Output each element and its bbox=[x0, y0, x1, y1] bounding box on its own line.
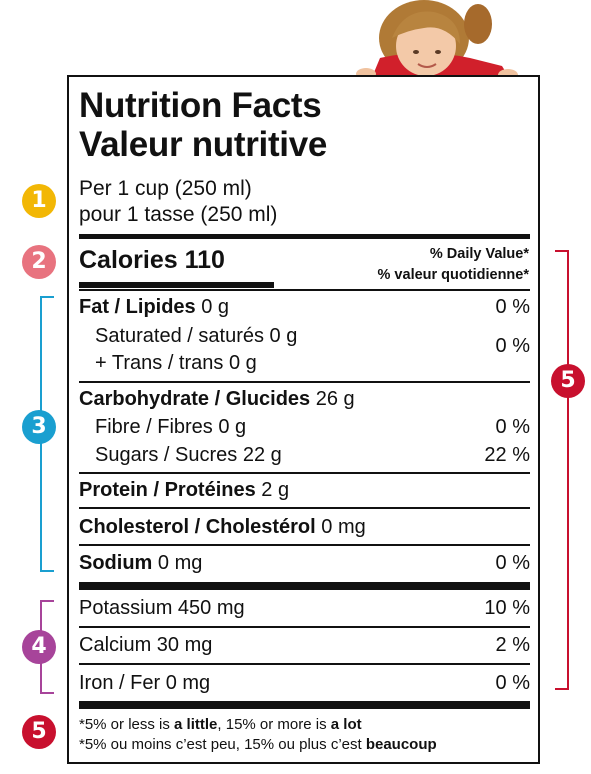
calcium-row: Calcium 30 mg bbox=[79, 634, 213, 656]
footnote: *5% or less is a little, 15% or more is … bbox=[79, 715, 437, 755]
serving-french: pour 1 tasse (250 ml) bbox=[79, 203, 278, 226]
divider bbox=[79, 381, 530, 383]
cholesterol-label: Cholesterol / Cholestérol bbox=[79, 516, 316, 538]
title-french: Valeur nutritive bbox=[79, 125, 328, 164]
divider bbox=[79, 472, 530, 474]
child-illustration bbox=[356, 0, 518, 82]
sodium-row: Sodium 0 mg bbox=[79, 552, 530, 575]
saturated-trans-percent: 0 % bbox=[495, 335, 530, 357]
divider bbox=[79, 663, 530, 665]
carbohydrate-amount: 26 g bbox=[315, 388, 355, 410]
serving-english: Per 1 cup (250 ml) bbox=[79, 177, 252, 200]
divider bbox=[79, 507, 530, 509]
calories-label: Calories bbox=[79, 246, 178, 274]
calories-line: Calories 110 bbox=[79, 246, 225, 275]
callout-badge-2: 2 bbox=[22, 245, 56, 279]
cholesterol-row: Cholesterol / Cholestérol 0 mg bbox=[79, 516, 530, 539]
potassium-percent: 10 % bbox=[484, 597, 530, 619]
carbohydrate-row: Carbohydrate / Glucides 26 g bbox=[79, 388, 530, 411]
protein-label: Protein / Protéines bbox=[79, 479, 256, 501]
label-title: Nutrition Facts Valeur nutritive bbox=[79, 86, 327, 164]
footnote-emphasis: a little bbox=[174, 716, 218, 733]
calories-value: 110 bbox=[184, 246, 225, 274]
cholesterol-amount: 0 mg bbox=[321, 516, 366, 538]
sugars-percent: 22 % bbox=[484, 444, 530, 466]
footnote-french: *5% ou moins c’est peu, 15% ou plus c’es… bbox=[79, 735, 437, 755]
daily-value-header: % Daily Value* % valeur quotidienne* bbox=[378, 244, 529, 286]
fat-row: Fat / Lipides 0 g bbox=[79, 296, 530, 319]
protein-row: Protein / Protéines 2 g bbox=[79, 479, 530, 502]
footnote-text: *5% ou moins c’est peu, 15% ou plus c’es… bbox=[79, 736, 366, 753]
title-english: Nutrition Facts bbox=[79, 86, 322, 125]
iron-percent: 0 % bbox=[495, 672, 530, 694]
callout-bracket-5 bbox=[555, 250, 569, 690]
divider bbox=[79, 289, 530, 291]
calories-underline bbox=[79, 282, 274, 288]
daily-value-french: % valeur quotidienne* bbox=[377, 267, 529, 283]
sodium-percent: 0 % bbox=[495, 552, 530, 574]
footnote-english: *5% or less is a little, 15% or more is … bbox=[79, 715, 437, 735]
callout-badge-4: 4 bbox=[22, 630, 56, 664]
callout-badge-5-footnote: 5 bbox=[22, 715, 56, 749]
divider bbox=[79, 544, 530, 546]
fat-amount: 0 g bbox=[201, 296, 230, 318]
daily-value-english: % Daily Value* bbox=[429, 246, 529, 262]
footnote-emphasis: beaucoup bbox=[365, 736, 437, 753]
protein-amount: 2 g bbox=[261, 479, 290, 501]
thick-divider bbox=[79, 582, 530, 590]
footnote-text: , 15% or more is bbox=[217, 716, 331, 733]
thick-divider bbox=[79, 234, 530, 239]
footnote-text: *5% or less is bbox=[79, 716, 175, 733]
sodium-label: Sodium bbox=[79, 552, 153, 574]
fat-percent: 0 % bbox=[495, 296, 530, 318]
trans-row: + Trans / trans 0 g bbox=[95, 352, 257, 374]
callout-badge-1: 1 bbox=[22, 184, 56, 218]
carbohydrate-label: Carbohydrate / Glucides bbox=[79, 388, 311, 410]
serving-size: Per 1 cup (250 ml) pour 1 tasse (250 ml) bbox=[79, 176, 277, 228]
calcium-percent: 2 % bbox=[495, 634, 530, 656]
footnote-emphasis: a lot bbox=[330, 716, 362, 733]
sugars-row: Sugars / Sucres 22 g bbox=[95, 444, 282, 466]
divider bbox=[79, 626, 530, 628]
fibre-percent: 0 % bbox=[495, 416, 530, 438]
callout-badge-3: 3 bbox=[22, 410, 56, 444]
callout-badge-5-daily-value: 5 bbox=[551, 364, 585, 398]
fibre-row: Fibre / Fibres 0 g bbox=[95, 416, 247, 438]
nutrition-label-panel bbox=[67, 75, 540, 764]
sodium-amount: 0 mg bbox=[157, 552, 203, 574]
potassium-row: Potassium 450 mg bbox=[79, 597, 245, 619]
thick-divider bbox=[79, 701, 530, 709]
saturated-row: Saturated / saturés 0 g bbox=[95, 325, 298, 347]
fat-label: Fat / Lipides bbox=[79, 296, 196, 318]
iron-row: Iron / Fer 0 mg bbox=[79, 672, 211, 694]
